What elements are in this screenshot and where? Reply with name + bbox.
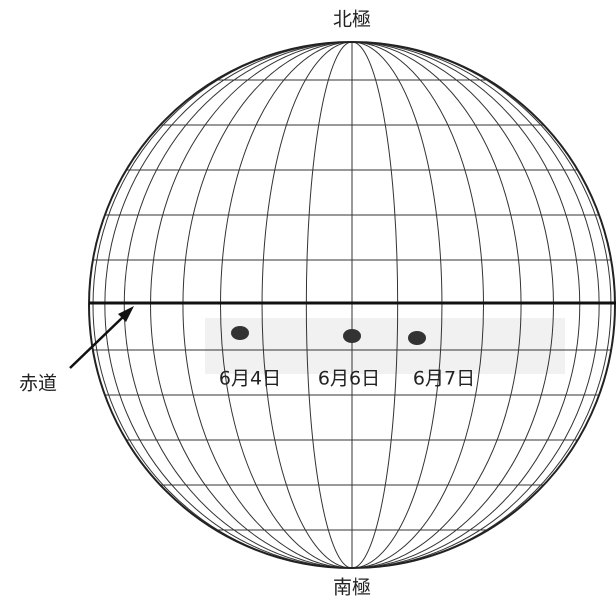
equator-arrow bbox=[69, 315, 125, 369]
meridian bbox=[123, 42, 581, 568]
meridian bbox=[104, 42, 600, 568]
sun-outline bbox=[88, 41, 616, 569]
sunspot bbox=[408, 331, 426, 345]
equator-label: 赤道 bbox=[19, 373, 57, 395]
meridian bbox=[220, 42, 484, 568]
sunspot bbox=[343, 329, 361, 343]
meridian bbox=[261, 42, 443, 568]
sunspot-date: 6月4日 bbox=[219, 368, 281, 390]
meridian bbox=[92, 42, 612, 568]
sunspot-date: 6月7日 bbox=[413, 368, 475, 390]
grid bbox=[89, 42, 615, 568]
south-pole-label: 南極 bbox=[333, 577, 371, 599]
north-pole-label: 北極 bbox=[333, 9, 371, 31]
sunspot-date: 6月6日 bbox=[318, 368, 380, 390]
image-band bbox=[205, 318, 565, 374]
meridian bbox=[150, 42, 554, 568]
meridian bbox=[305, 42, 399, 568]
meridian bbox=[182, 42, 522, 568]
arrow-head bbox=[118, 306, 134, 322]
sunspot bbox=[231, 326, 249, 340]
